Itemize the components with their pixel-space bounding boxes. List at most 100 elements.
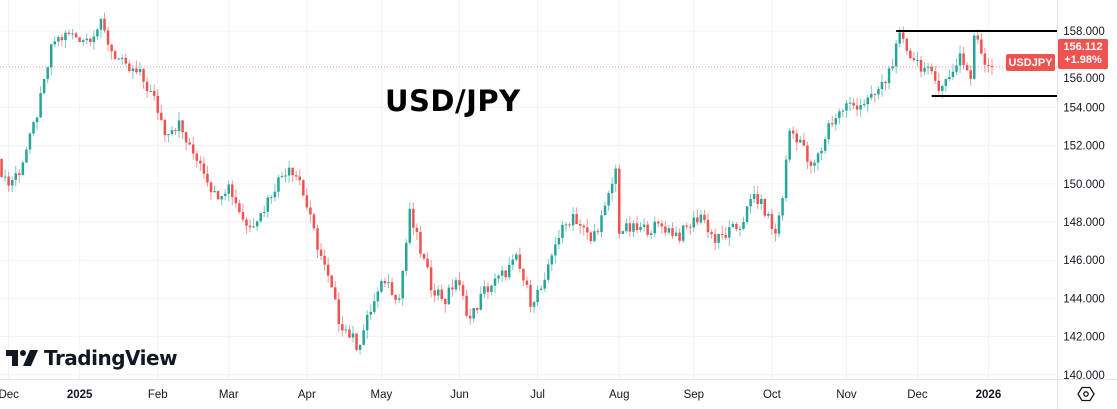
y-tick-label: 142.000 <box>1063 332 1105 344</box>
candle-body <box>18 173 21 175</box>
candle-body <box>735 223 738 230</box>
candle-body <box>749 198 752 207</box>
candle-body <box>628 223 632 232</box>
candle-body <box>106 30 110 45</box>
candle-body <box>35 117 39 123</box>
candle-body <box>365 314 369 331</box>
x-tick-label: Dec <box>907 389 928 401</box>
candle-body <box>653 221 656 234</box>
x-tick-label: 2026 <box>976 389 1002 401</box>
x-tick-label: Jun <box>450 389 469 401</box>
x-tick-label: Apr <box>298 389 316 401</box>
candle-body <box>429 267 433 291</box>
candle-body <box>216 191 220 200</box>
candle-body <box>312 214 316 229</box>
candle-body <box>192 144 195 154</box>
candle-body <box>227 184 230 194</box>
candle-body <box>145 81 149 92</box>
candle-body <box>621 231 625 234</box>
candle-body <box>177 120 181 132</box>
candle-body <box>412 208 415 228</box>
candle-body <box>696 217 699 223</box>
candle-body <box>220 195 223 200</box>
candle-body <box>57 37 60 42</box>
candle-body <box>507 264 511 278</box>
candle-body <box>791 130 795 134</box>
candle-body <box>699 214 703 223</box>
candle-body <box>170 130 174 135</box>
candle-body <box>862 104 866 106</box>
candle-body <box>479 293 483 310</box>
candle-body <box>877 89 880 95</box>
candle-body <box>657 221 660 224</box>
candle-body <box>720 233 724 235</box>
candle-body <box>724 234 727 238</box>
candle-body <box>887 68 891 84</box>
candle-body <box>316 228 319 250</box>
candle-body <box>113 51 117 59</box>
candle-body <box>564 224 568 226</box>
candle-body <box>550 255 554 265</box>
candle-body <box>124 57 128 64</box>
candle-body <box>273 191 277 198</box>
candle-body <box>575 214 578 225</box>
candle-body <box>944 79 948 86</box>
candle-body <box>610 183 614 194</box>
candle-body <box>770 213 774 229</box>
candle-body <box>0 159 3 177</box>
candle-body <box>287 167 291 176</box>
candle-body <box>518 254 522 269</box>
candle-body <box>873 93 877 95</box>
candle-body <box>522 268 525 281</box>
candle-body <box>422 253 426 259</box>
candle-body <box>660 223 664 227</box>
candle-body <box>788 130 791 160</box>
candle-body <box>933 71 937 81</box>
candle-body <box>884 81 887 84</box>
candle-body <box>415 227 419 232</box>
candle-body <box>760 198 763 204</box>
y-tick-label: 144.000 <box>1063 293 1105 305</box>
candle-body <box>408 208 412 243</box>
candle-body <box>919 60 923 72</box>
candle-body <box>497 275 500 279</box>
candle-body <box>678 232 681 241</box>
candle-body <box>358 344 362 350</box>
candle-body <box>188 142 191 145</box>
candle-body <box>369 311 372 315</box>
candle-body <box>458 280 461 286</box>
candle-body <box>373 301 376 312</box>
candle-body <box>184 132 188 143</box>
candle-body <box>781 198 784 216</box>
candle-body <box>838 111 841 119</box>
candle-body <box>394 294 397 300</box>
candle-body <box>965 65 969 71</box>
candle-body <box>532 302 536 307</box>
candle-body <box>25 149 28 163</box>
x-tick-label: Feb <box>148 389 168 401</box>
candle-body <box>199 160 202 164</box>
candle-body <box>461 285 465 296</box>
candle-body <box>60 37 64 41</box>
candle-body <box>50 44 53 68</box>
candle-body <box>916 60 919 62</box>
candle-body <box>326 264 330 276</box>
candle-body <box>941 85 944 91</box>
candle-body <box>284 175 287 177</box>
candle-body <box>444 299 447 305</box>
candle-body <box>255 221 259 227</box>
candle-body <box>99 18 103 30</box>
candle-body <box>674 232 678 236</box>
candle-body <box>390 282 394 295</box>
candle-body <box>42 78 46 94</box>
candle-body <box>646 224 649 236</box>
candle-body <box>827 123 830 140</box>
candle-body <box>465 295 468 316</box>
y-tick-label: 156.000 <box>1063 73 1105 85</box>
candle-body <box>845 103 848 111</box>
candle-body <box>596 231 600 233</box>
candle-body <box>713 234 717 243</box>
settings-icon[interactable] <box>1077 385 1095 403</box>
candle-body <box>717 233 720 243</box>
